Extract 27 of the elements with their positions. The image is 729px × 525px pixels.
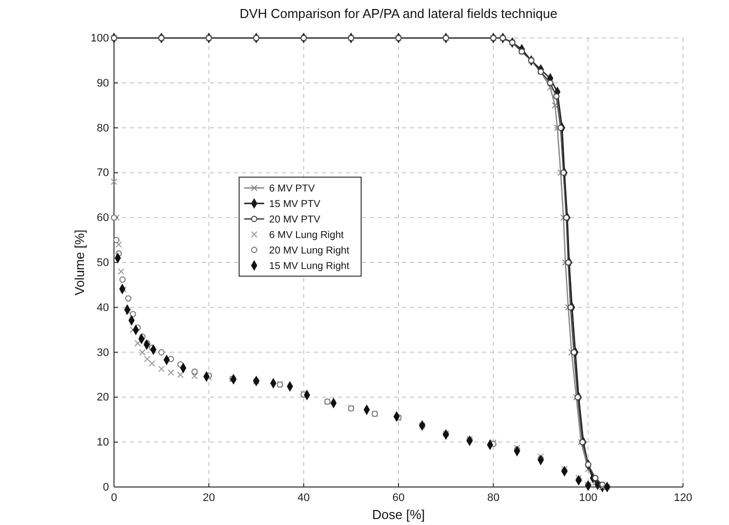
- y-tick-label: 80: [96, 122, 109, 134]
- x-tick-label: 80: [487, 492, 500, 504]
- y-tick-label: 50: [96, 257, 109, 270]
- x-tick-label: 0: [110, 492, 118, 504]
- legend-label: 6 MV PTV: [269, 183, 316, 194]
- legend-label: 15 MV Lung Right: [269, 260, 350, 272]
- x-tick-label: 60: [392, 492, 405, 504]
- y-tick-label: 70: [96, 167, 109, 180]
- legend-label: 15 MV PTV: [269, 198, 321, 210]
- x-tick-label: 20: [202, 492, 215, 504]
- legend-label: 6 MV Lung Right: [269, 230, 344, 241]
- y-tick-label: 30: [96, 346, 109, 359]
- y-axis-title: Volume [%]: [72, 230, 87, 296]
- x-axis-title: Dose [%]: [372, 507, 425, 522]
- legend-label: 20 MV Lung Right: [269, 245, 350, 256]
- x-tick-label: 120: [674, 492, 692, 504]
- y-tick-label: 100: [90, 32, 109, 45]
- x-tick-label: 100: [578, 492, 598, 504]
- x-tick-label: 40: [298, 492, 310, 504]
- y-tick-label: 10: [96, 436, 109, 449]
- y-tick-label: 90: [96, 77, 109, 90]
- legend-label: 20 MV PTV: [269, 214, 321, 226]
- y-tick-label: 0: [102, 482, 109, 494]
- y-tick-label: 40: [96, 302, 109, 314]
- chart-title: DVH Comparison for AP/PA and lateral fields technique: [240, 6, 558, 21]
- y-tick-label: 20: [96, 392, 109, 404]
- y-tick-label: 60: [96, 212, 109, 224]
